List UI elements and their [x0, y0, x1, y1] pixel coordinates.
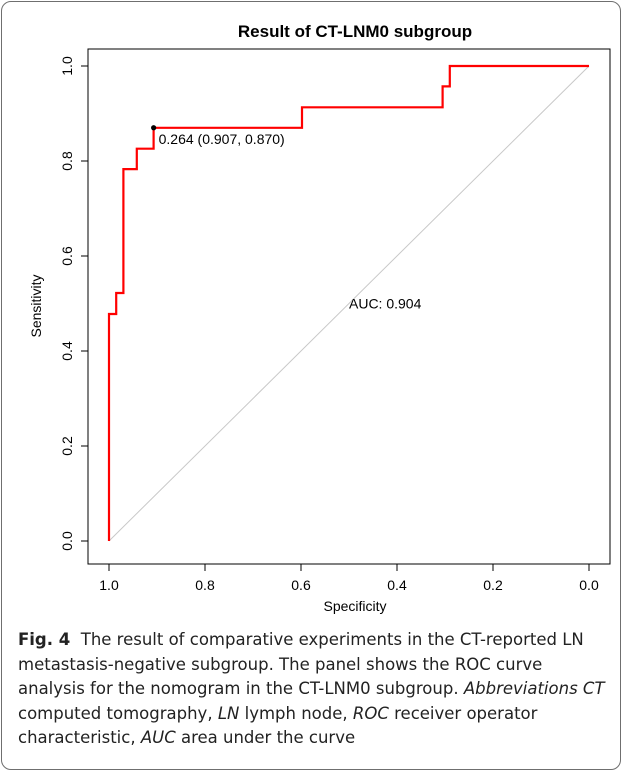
- abbreviations-heading: Abbreviations: [463, 679, 578, 698]
- x-tick-label: 0.4: [387, 577, 407, 593]
- abbreviation-definition: computed tomography: [18, 703, 208, 723]
- roc-chart: Result of CT-LNM0 subgroup 1.0 0.8 0.6 0.4 0…: [28, 22, 611, 614]
- y-tick-label: 0.0: [59, 531, 75, 551]
- abbreviation-item: ROC receiver operator characteristic,: [18, 703, 538, 748]
- abbreviation-item: LN lymph node,: [217, 703, 348, 723]
- caption-text: The result of comparative experiments in…: [18, 630, 584, 698]
- x-axis: 1.0 0.8 0.6 0.4 0.2 0.0: [99, 563, 599, 593]
- figure-caption: Fig. 4 The result of comparative experim…: [18, 628, 610, 751]
- abbreviation-term: LN: [217, 703, 240, 723]
- roc-curve-line: [107, 64, 589, 541]
- y-tick-label: 0.6: [59, 246, 75, 266]
- best-threshold-label: 0.264 (0.907, 0.870): [159, 131, 285, 147]
- y-axis: 0.0 0.2 0.4 0.6 0.8 1.0: [59, 56, 89, 551]
- figure-label: Fig. 4: [18, 630, 71, 649]
- abbreviation-term: CT: [582, 679, 605, 698]
- abbreviation-definition: area under the curve: [180, 728, 356, 747]
- y-tick-label: 0.2: [59, 436, 75, 456]
- x-tick-label: 0.6: [291, 577, 311, 593]
- y-tick-label: 0.8: [59, 151, 75, 171]
- chart-title: Result of CT-LNM0 subgroup: [238, 22, 472, 41]
- y-tick-label: 1.0: [59, 56, 75, 76]
- x-tick-label: 0.2: [483, 577, 503, 593]
- x-axis-label: Specificity: [323, 598, 386, 614]
- abbreviation-term: ROC: [352, 703, 389, 723]
- best-threshold-point: [151, 125, 157, 131]
- abbreviation-definition: receiver operator characteristic: [18, 703, 538, 748]
- x-tick-label: 1.0: [99, 577, 119, 593]
- y-axis-label: Sensitivity: [28, 274, 44, 337]
- x-tick-label: 0.0: [579, 577, 599, 593]
- y-tick-label: 0.4: [59, 341, 75, 361]
- auc-label: AUC: 0.904: [349, 296, 422, 312]
- reference-diagonal-line: [108, 65, 590, 542]
- abbreviation-definition: lymph node: [244, 703, 343, 723]
- abbreviation-item: AUC area under the curve: [141, 728, 355, 747]
- abbreviation-term: AUC: [140, 728, 176, 747]
- x-tick-label: 0.8: [195, 577, 215, 593]
- abbreviation-item: CT computed tomography,: [18, 679, 605, 723]
